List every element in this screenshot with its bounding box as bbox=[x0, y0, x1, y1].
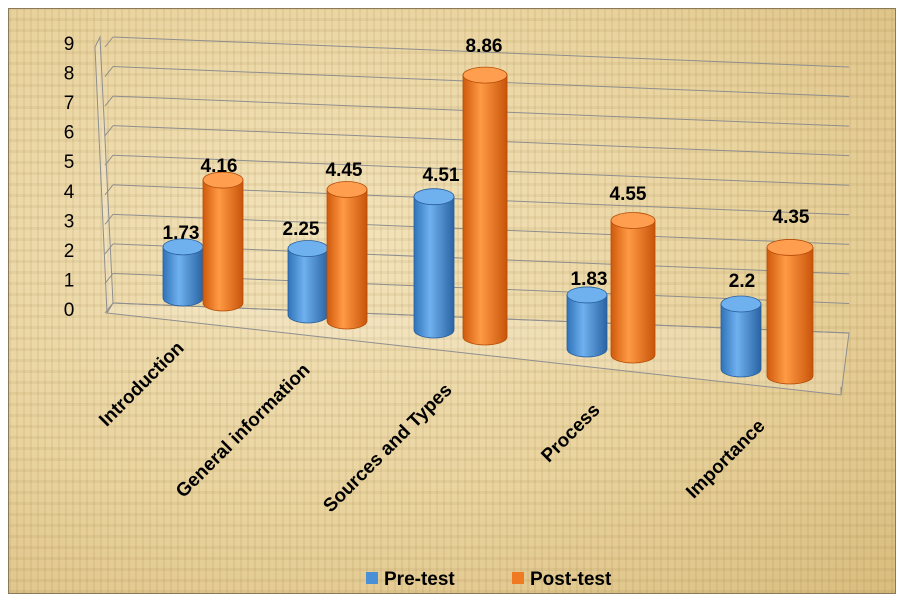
data-label-post: 4.35 bbox=[773, 207, 810, 228]
bar-top bbox=[720, 295, 762, 313]
bar-body bbox=[766, 247, 814, 385]
bar-post-0 bbox=[202, 171, 244, 312]
bar-top bbox=[462, 66, 508, 84]
data-label-post: 8.86 bbox=[466, 36, 503, 57]
gridline-side bbox=[104, 214, 114, 225]
bar-top bbox=[610, 212, 656, 229]
gridline-side bbox=[104, 243, 114, 255]
bar-top bbox=[566, 286, 608, 304]
gridline-side bbox=[104, 36, 114, 48]
data-label-post: 4.45 bbox=[326, 160, 363, 181]
legend-swatch-post bbox=[512, 572, 524, 584]
y-tick-label: 6 bbox=[64, 123, 75, 144]
y-tick-label: 5 bbox=[64, 152, 75, 173]
gridline-side bbox=[104, 184, 114, 196]
bar-body bbox=[566, 294, 608, 358]
data-label-pre: 2.25 bbox=[283, 219, 320, 240]
y-tick-label: 9 bbox=[64, 34, 75, 55]
bars bbox=[162, 66, 814, 385]
legend-swatch-pre bbox=[366, 572, 378, 584]
bar-body bbox=[326, 189, 368, 330]
bar-body bbox=[162, 246, 204, 307]
gridline bbox=[112, 36, 850, 68]
category-label: Sources and Types bbox=[319, 380, 456, 517]
gridline-side bbox=[104, 273, 114, 284]
bar-top bbox=[287, 240, 329, 257]
chart-svg: 0 1 2 3 4 5 6 7 8 9 1.73 4.16 2.25 4.45 4.51 8.86 1.83 4… bbox=[64, 34, 850, 590]
gridline-side bbox=[104, 154, 114, 166]
data-label-pre: 4.51 bbox=[423, 165, 460, 186]
category-label: Process bbox=[537, 400, 604, 467]
gridline-side bbox=[104, 66, 114, 77]
bar-pre-2 bbox=[413, 188, 455, 339]
bar-top bbox=[326, 181, 368, 198]
legend: Pre-test Post-test bbox=[366, 569, 612, 590]
bar-body bbox=[462, 74, 508, 346]
y-tick-label: 7 bbox=[64, 93, 75, 114]
data-label-pre: 1.73 bbox=[163, 223, 200, 244]
y-tick-label: 3 bbox=[64, 211, 75, 232]
bar-post-3 bbox=[610, 212, 656, 364]
gridline-side bbox=[104, 302, 114, 314]
data-labels: 1.73 4.16 2.25 4.45 4.51 8.86 1.83 4.55 2.2 4.35 bbox=[163, 36, 810, 292]
bar-body bbox=[287, 248, 329, 324]
side-wall bbox=[94, 35, 114, 315]
gridline-side bbox=[104, 95, 114, 107]
bar-top bbox=[413, 188, 455, 206]
y-tick-label: 0 bbox=[64, 300, 75, 321]
y-tick-label: 4 bbox=[64, 182, 75, 203]
legend-label-post: Post-test bbox=[530, 569, 612, 590]
legend-label-pre: Pre-test bbox=[384, 569, 455, 590]
bar-pre-4 bbox=[720, 295, 762, 378]
y-tick-label: 2 bbox=[64, 241, 75, 262]
category-label: General information bbox=[172, 360, 315, 503]
bar-pre-3 bbox=[566, 286, 608, 358]
data-label-pre: 1.83 bbox=[571, 269, 608, 290]
gridline-side bbox=[104, 125, 114, 136]
bar-pre-0 bbox=[162, 238, 204, 307]
bar-body bbox=[202, 179, 244, 312]
category-label: Introduction bbox=[95, 338, 188, 431]
bar-body bbox=[720, 303, 762, 378]
bar-pre-1 bbox=[287, 240, 329, 324]
category-label: Importance bbox=[682, 416, 769, 503]
data-label-post: 4.16 bbox=[201, 156, 238, 177]
bar-post-2 bbox=[462, 66, 508, 346]
y-axis: 0 1 2 3 4 5 6 7 8 9 bbox=[64, 34, 75, 321]
bar-body bbox=[413, 196, 455, 339]
bar-top bbox=[202, 171, 244, 189]
y-tick-label: 8 bbox=[64, 64, 75, 85]
bar-body bbox=[610, 220, 656, 364]
data-label-post: 4.55 bbox=[610, 184, 647, 205]
bar-top bbox=[766, 239, 814, 256]
bar-post-1 bbox=[326, 181, 368, 330]
chart-frame: 0 1 2 3 4 5 6 7 8 9 1.73 4.16 2.25 4.45 4.51 8.86 1.83 4… bbox=[8, 8, 896, 594]
bar-post-4 bbox=[766, 239, 814, 385]
y-tick-label: 1 bbox=[64, 270, 75, 291]
data-label-pre: 2.2 bbox=[729, 271, 755, 292]
